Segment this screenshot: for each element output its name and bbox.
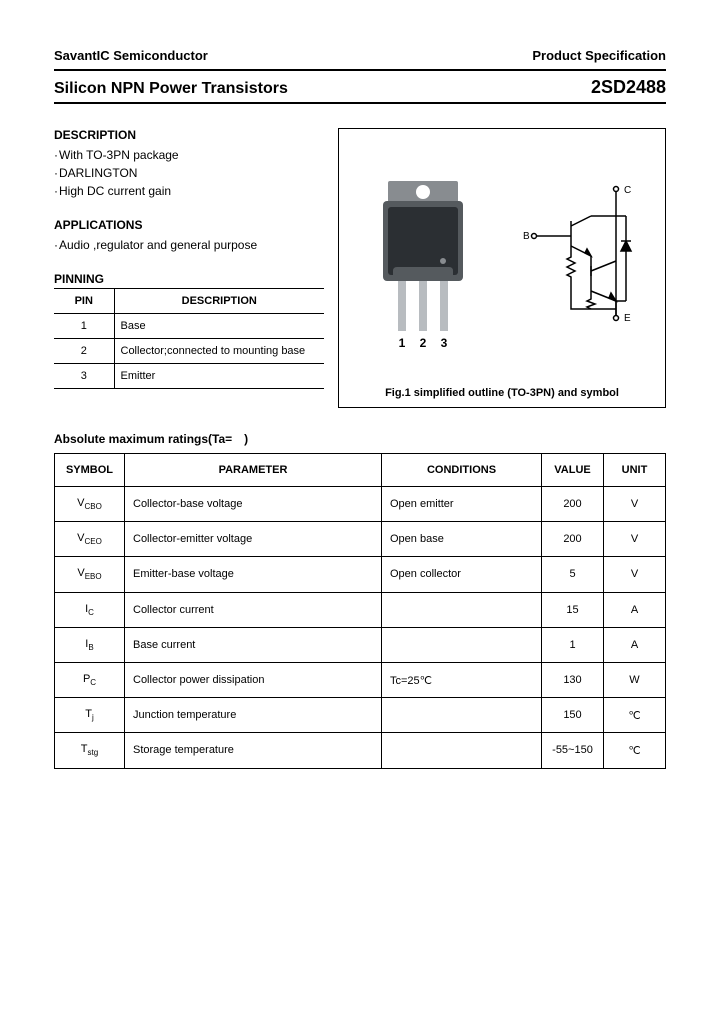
- ratings-heading: Absolute maximum ratings(Ta= ): [54, 430, 666, 447]
- ratings-value: 150: [542, 698, 604, 733]
- ratings-unit: V: [604, 522, 666, 557]
- ratings-value: 1: [542, 627, 604, 662]
- ratings-param: Collector-emitter voltage: [125, 522, 382, 557]
- pinning-heading: PINNING: [54, 272, 324, 289]
- ratings-unit: ℃: [604, 698, 666, 733]
- pinning-table: PIN DESCRIPTION 1 Base 2 Collector;conne…: [54, 289, 324, 389]
- pin-number: 3: [54, 364, 114, 389]
- ratings-param: Junction temperature: [125, 698, 382, 733]
- ratings-cond: Open emitter: [382, 487, 542, 522]
- ratings-row: ICCollector current 15A: [55, 592, 666, 627]
- ratings-unit: V: [604, 557, 666, 592]
- ratings-cond: Open collector: [382, 557, 542, 592]
- darlington-symbol-icon: C B: [521, 181, 641, 341]
- ratings-symbol: Tstg: [55, 733, 125, 768]
- product-title: Silicon NPN Power Transistors: [54, 80, 288, 98]
- ratings-param: Emitter-base voltage: [125, 557, 382, 592]
- figure-content: 1 2 3 C: [349, 141, 655, 381]
- pin-desc: Collector;connected to mounting base: [114, 339, 324, 364]
- applications-item: Audio ,regulator and general purpose: [54, 236, 324, 254]
- ratings-unit: W: [604, 662, 666, 697]
- ratings-cond: Open base: [382, 522, 542, 557]
- pinning-row: 1 Base: [54, 314, 324, 339]
- ratings-value: -55~150: [542, 733, 604, 768]
- part-number: 2SD2488: [591, 77, 666, 98]
- ratings-symbol: VCEO: [55, 522, 125, 557]
- ratings-param: Storage temperature: [125, 733, 382, 768]
- page-header: SavantIC Semiconductor Product Specifica…: [54, 48, 666, 63]
- pinning-row: 2 Collector;connected to mounting base: [54, 339, 324, 364]
- title-bar: Silicon NPN Power Transistors 2SD2488: [54, 69, 666, 104]
- pin-desc: Base: [114, 314, 324, 339]
- description-item: DARLINGTON: [54, 164, 324, 182]
- ratings-unit: V: [604, 487, 666, 522]
- description-item: With TO-3PN package: [54, 146, 324, 164]
- ratings-symbol: VCBO: [55, 487, 125, 522]
- ratings-row: VEBOEmitter-base voltageOpen collector5V: [55, 557, 666, 592]
- ratings-col-param: PARAMETER: [125, 454, 382, 487]
- description-list: With TO-3PN package DARLINGTON High DC c…: [54, 146, 324, 200]
- ratings-symbol: Tj: [55, 698, 125, 733]
- right-column: 1 2 3 C: [338, 128, 666, 408]
- ratings-unit: ℃: [604, 733, 666, 768]
- ratings-col-value: VALUE: [542, 454, 604, 487]
- pin-label-3: 3: [441, 336, 448, 350]
- ratings-row: VCEOCollector-emitter voltageOpen base20…: [55, 522, 666, 557]
- pin-desc: Emitter: [114, 364, 324, 389]
- figure-box: 1 2 3 C: [338, 128, 666, 408]
- pinning-col-pin: PIN: [54, 289, 114, 314]
- ratings-col-cond: CONDITIONS: [382, 454, 542, 487]
- header-spec: Product Specification: [532, 48, 666, 63]
- ratings-value: 15: [542, 592, 604, 627]
- ratings-row: TjJunction temperature 150℃: [55, 698, 666, 733]
- package-outline-icon: 1 2 3: [363, 161, 483, 361]
- ratings-cond: [382, 698, 542, 733]
- ratings-cond: [382, 627, 542, 662]
- ratings-value: 200: [542, 522, 604, 557]
- ratings-param: Collector-base voltage: [125, 487, 382, 522]
- applications-heading: APPLICATIONS: [54, 218, 324, 232]
- ratings-unit: A: [604, 592, 666, 627]
- ratings-unit: A: [604, 627, 666, 662]
- ratings-symbol: PC: [55, 662, 125, 697]
- ratings-col-unit: UNIT: [604, 454, 666, 487]
- svg-text:E: E: [624, 313, 631, 324]
- description-heading: DESCRIPTION: [54, 128, 324, 142]
- left-column: DESCRIPTION With TO-3PN package DARLINGT…: [54, 128, 324, 408]
- ratings-cond: Tc=25℃: [382, 662, 542, 697]
- description-item: High DC current gain: [54, 182, 324, 200]
- ratings-cond: [382, 592, 542, 627]
- ratings-row: TstgStorage temperature -55~150℃: [55, 733, 666, 768]
- ratings-symbol: VEBO: [55, 557, 125, 592]
- ratings-param: Base current: [125, 627, 382, 662]
- ratings-value: 200: [542, 487, 604, 522]
- ratings-table: SYMBOL PARAMETER CONDITIONS VALUE UNIT V…: [54, 453, 666, 769]
- ratings-cond: [382, 733, 542, 768]
- pin-number: 1: [54, 314, 114, 339]
- ratings-symbol: IB: [55, 627, 125, 662]
- svg-text:B: B: [523, 231, 530, 242]
- ratings-row: IBBase current 1A: [55, 627, 666, 662]
- pinning-row: 3 Emitter: [54, 364, 324, 389]
- figure-caption: Fig.1 simplified outline (TO-3PN) and sy…: [349, 387, 655, 399]
- ratings-row: PCCollector power dissipationTc=25℃130W: [55, 662, 666, 697]
- ratings-param: Collector power dissipation: [125, 662, 382, 697]
- ratings-col-symbol: SYMBOL: [55, 454, 125, 487]
- upper-section: DESCRIPTION With TO-3PN package DARLINGT…: [54, 128, 666, 408]
- pin-label-2: 2: [420, 336, 427, 350]
- ratings-param: Collector current: [125, 592, 382, 627]
- ratings-value: 5: [542, 557, 604, 592]
- ratings-symbol: IC: [55, 592, 125, 627]
- header-company: SavantIC Semiconductor: [54, 48, 208, 63]
- ratings-value: 130: [542, 662, 604, 697]
- applications-list: Audio ,regulator and general purpose: [54, 236, 324, 254]
- pinning-col-desc: DESCRIPTION: [114, 289, 324, 314]
- ratings-row: VCBOCollector-base voltageOpen emitter20…: [55, 487, 666, 522]
- svg-text:C: C: [624, 185, 631, 196]
- pin-number: 2: [54, 339, 114, 364]
- pin-label-1: 1: [399, 336, 406, 350]
